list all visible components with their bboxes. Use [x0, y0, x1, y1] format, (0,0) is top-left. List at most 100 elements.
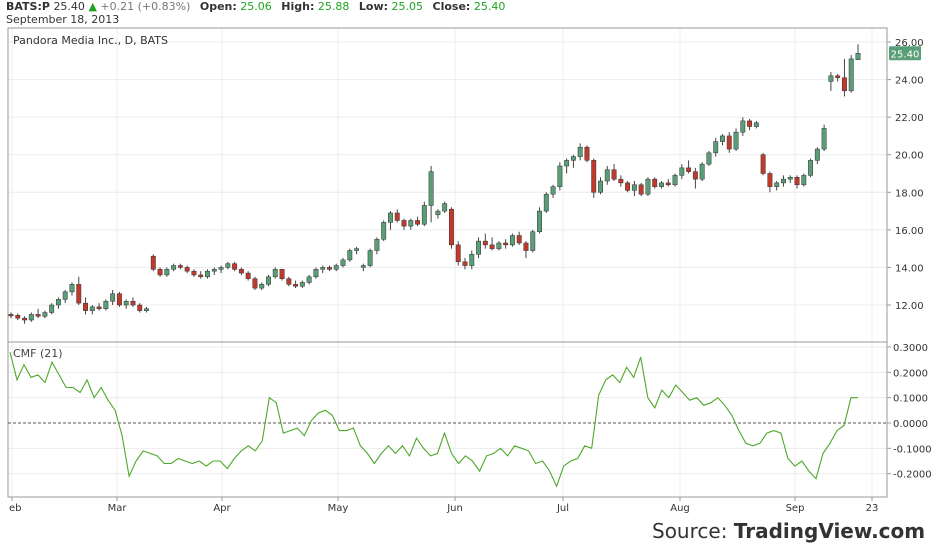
- candle-body: [8, 314, 14, 317]
- candle-body: [672, 175, 678, 186]
- source-prefix: Source:: [652, 519, 734, 543]
- candle-body: [550, 186, 556, 195]
- candle-body: [564, 160, 570, 167]
- price-tick-label: 16.00: [895, 226, 924, 237]
- candle-body: [211, 269, 217, 272]
- source-credit: Source: TradingView.com: [652, 519, 925, 543]
- time-tick-label: Jun: [446, 503, 463, 514]
- price-tick-label: 14.00: [895, 263, 924, 274]
- candle-body: [760, 154, 766, 174]
- candle-body: [625, 182, 631, 191]
- chart-frame: [7, 27, 888, 498]
- candle-body: [367, 250, 373, 266]
- candle-body: [516, 235, 522, 244]
- candle-body: [455, 244, 461, 263]
- price-tick-label: 18.00: [895, 188, 924, 199]
- candle-body: [489, 244, 495, 249]
- candle-body: [96, 306, 102, 310]
- candle-body: [408, 220, 414, 227]
- candle-body: [28, 314, 34, 321]
- candle-body: [89, 306, 95, 311]
- price-tick-label: 12.00: [895, 301, 924, 312]
- candle-body: [428, 171, 434, 206]
- candle-body: [713, 141, 719, 154]
- cmf-tick-label: 0.0000: [893, 419, 928, 430]
- candle-body: [665, 182, 671, 186]
- candle-body: [638, 184, 644, 195]
- candle-body: [584, 146, 590, 161]
- time-tick-label: 23: [866, 503, 879, 514]
- candle-body: [469, 254, 475, 266]
- candle-body: [279, 269, 285, 279]
- candle-body: [49, 304, 55, 313]
- candle-body: [157, 269, 163, 276]
- candle-body: [747, 120, 753, 127]
- candle-body: [333, 265, 339, 270]
- candle-body: [808, 160, 814, 176]
- candle-body: [631, 184, 637, 191]
- candle-body: [781, 178, 786, 184]
- candle-body: [509, 235, 515, 246]
- candle-body: [462, 261, 468, 266]
- candle-body: [692, 171, 698, 180]
- candle-body: [76, 284, 82, 304]
- time-tick-label: Sep: [786, 503, 805, 514]
- high-value: 25.88: [317, 0, 350, 13]
- time-tick-label: Aug: [670, 503, 690, 514]
- candle-body: [150, 255, 156, 270]
- price-tick-label: 20.00: [895, 151, 924, 162]
- candle-body: [591, 160, 597, 193]
- candle-body: [801, 175, 807, 186]
- candle-body: [476, 240, 481, 255]
- candle-body: [116, 293, 122, 306]
- candle-body: [401, 220, 407, 227]
- cmf-line: [9, 351, 858, 488]
- candle-body: [123, 300, 129, 306]
- low-value: 25.05: [391, 0, 424, 13]
- candle-body: [570, 156, 576, 161]
- price-tick-label: 22.00: [895, 113, 924, 124]
- candle-body: [794, 177, 800, 186]
- candle-body: [347, 250, 353, 261]
- time-tick-label: Apr: [213, 503, 231, 514]
- candle-body: [286, 278, 292, 285]
- candle-body: [354, 248, 360, 251]
- candle-body: [733, 131, 739, 150]
- chart-title: Pandora Media Inc., D, BATS: [13, 34, 168, 47]
- candle-body: [191, 270, 197, 276]
- time-axis: eb Mar Apr May Jun Jul Aug Sep 23: [9, 497, 878, 514]
- candle-body: [130, 300, 136, 306]
- candle-body: [15, 315, 21, 319]
- cmf-tick-label: -0.2000: [893, 470, 932, 481]
- candle-body: [35, 314, 41, 317]
- candle-body: [83, 302, 88, 311]
- candle-body: [232, 263, 238, 270]
- cmf-series: [9, 351, 858, 488]
- low-label: Low:: [358, 0, 389, 13]
- last-price-tag: [889, 46, 921, 61]
- candle-body: [537, 210, 542, 232]
- candle-body: [55, 299, 61, 306]
- candle-body: [442, 203, 448, 212]
- time-tick-label: eb: [9, 503, 22, 514]
- price-tick-label: 26.00: [895, 38, 924, 49]
- candle-body: [177, 265, 183, 268]
- price-change: +0.21 (+0.83%): [100, 0, 191, 13]
- candle-body: [699, 163, 705, 180]
- candle-body: [726, 135, 732, 150]
- high-label: High:: [281, 0, 315, 13]
- cmf-tick-label: -0.1000: [893, 444, 932, 455]
- candle-body: [706, 152, 712, 165]
- candle-body: [69, 284, 75, 293]
- candle-body: [110, 293, 116, 302]
- candle-body: [448, 208, 454, 246]
- candle-body: [835, 75, 841, 78]
- open-label: Open:: [199, 0, 237, 13]
- candle-body: [618, 178, 624, 184]
- candle-body: [503, 242, 509, 246]
- candle-body: [530, 231, 536, 251]
- candle-body: [360, 265, 366, 268]
- candle-body: [225, 263, 231, 268]
- candle-body: [388, 212, 393, 223]
